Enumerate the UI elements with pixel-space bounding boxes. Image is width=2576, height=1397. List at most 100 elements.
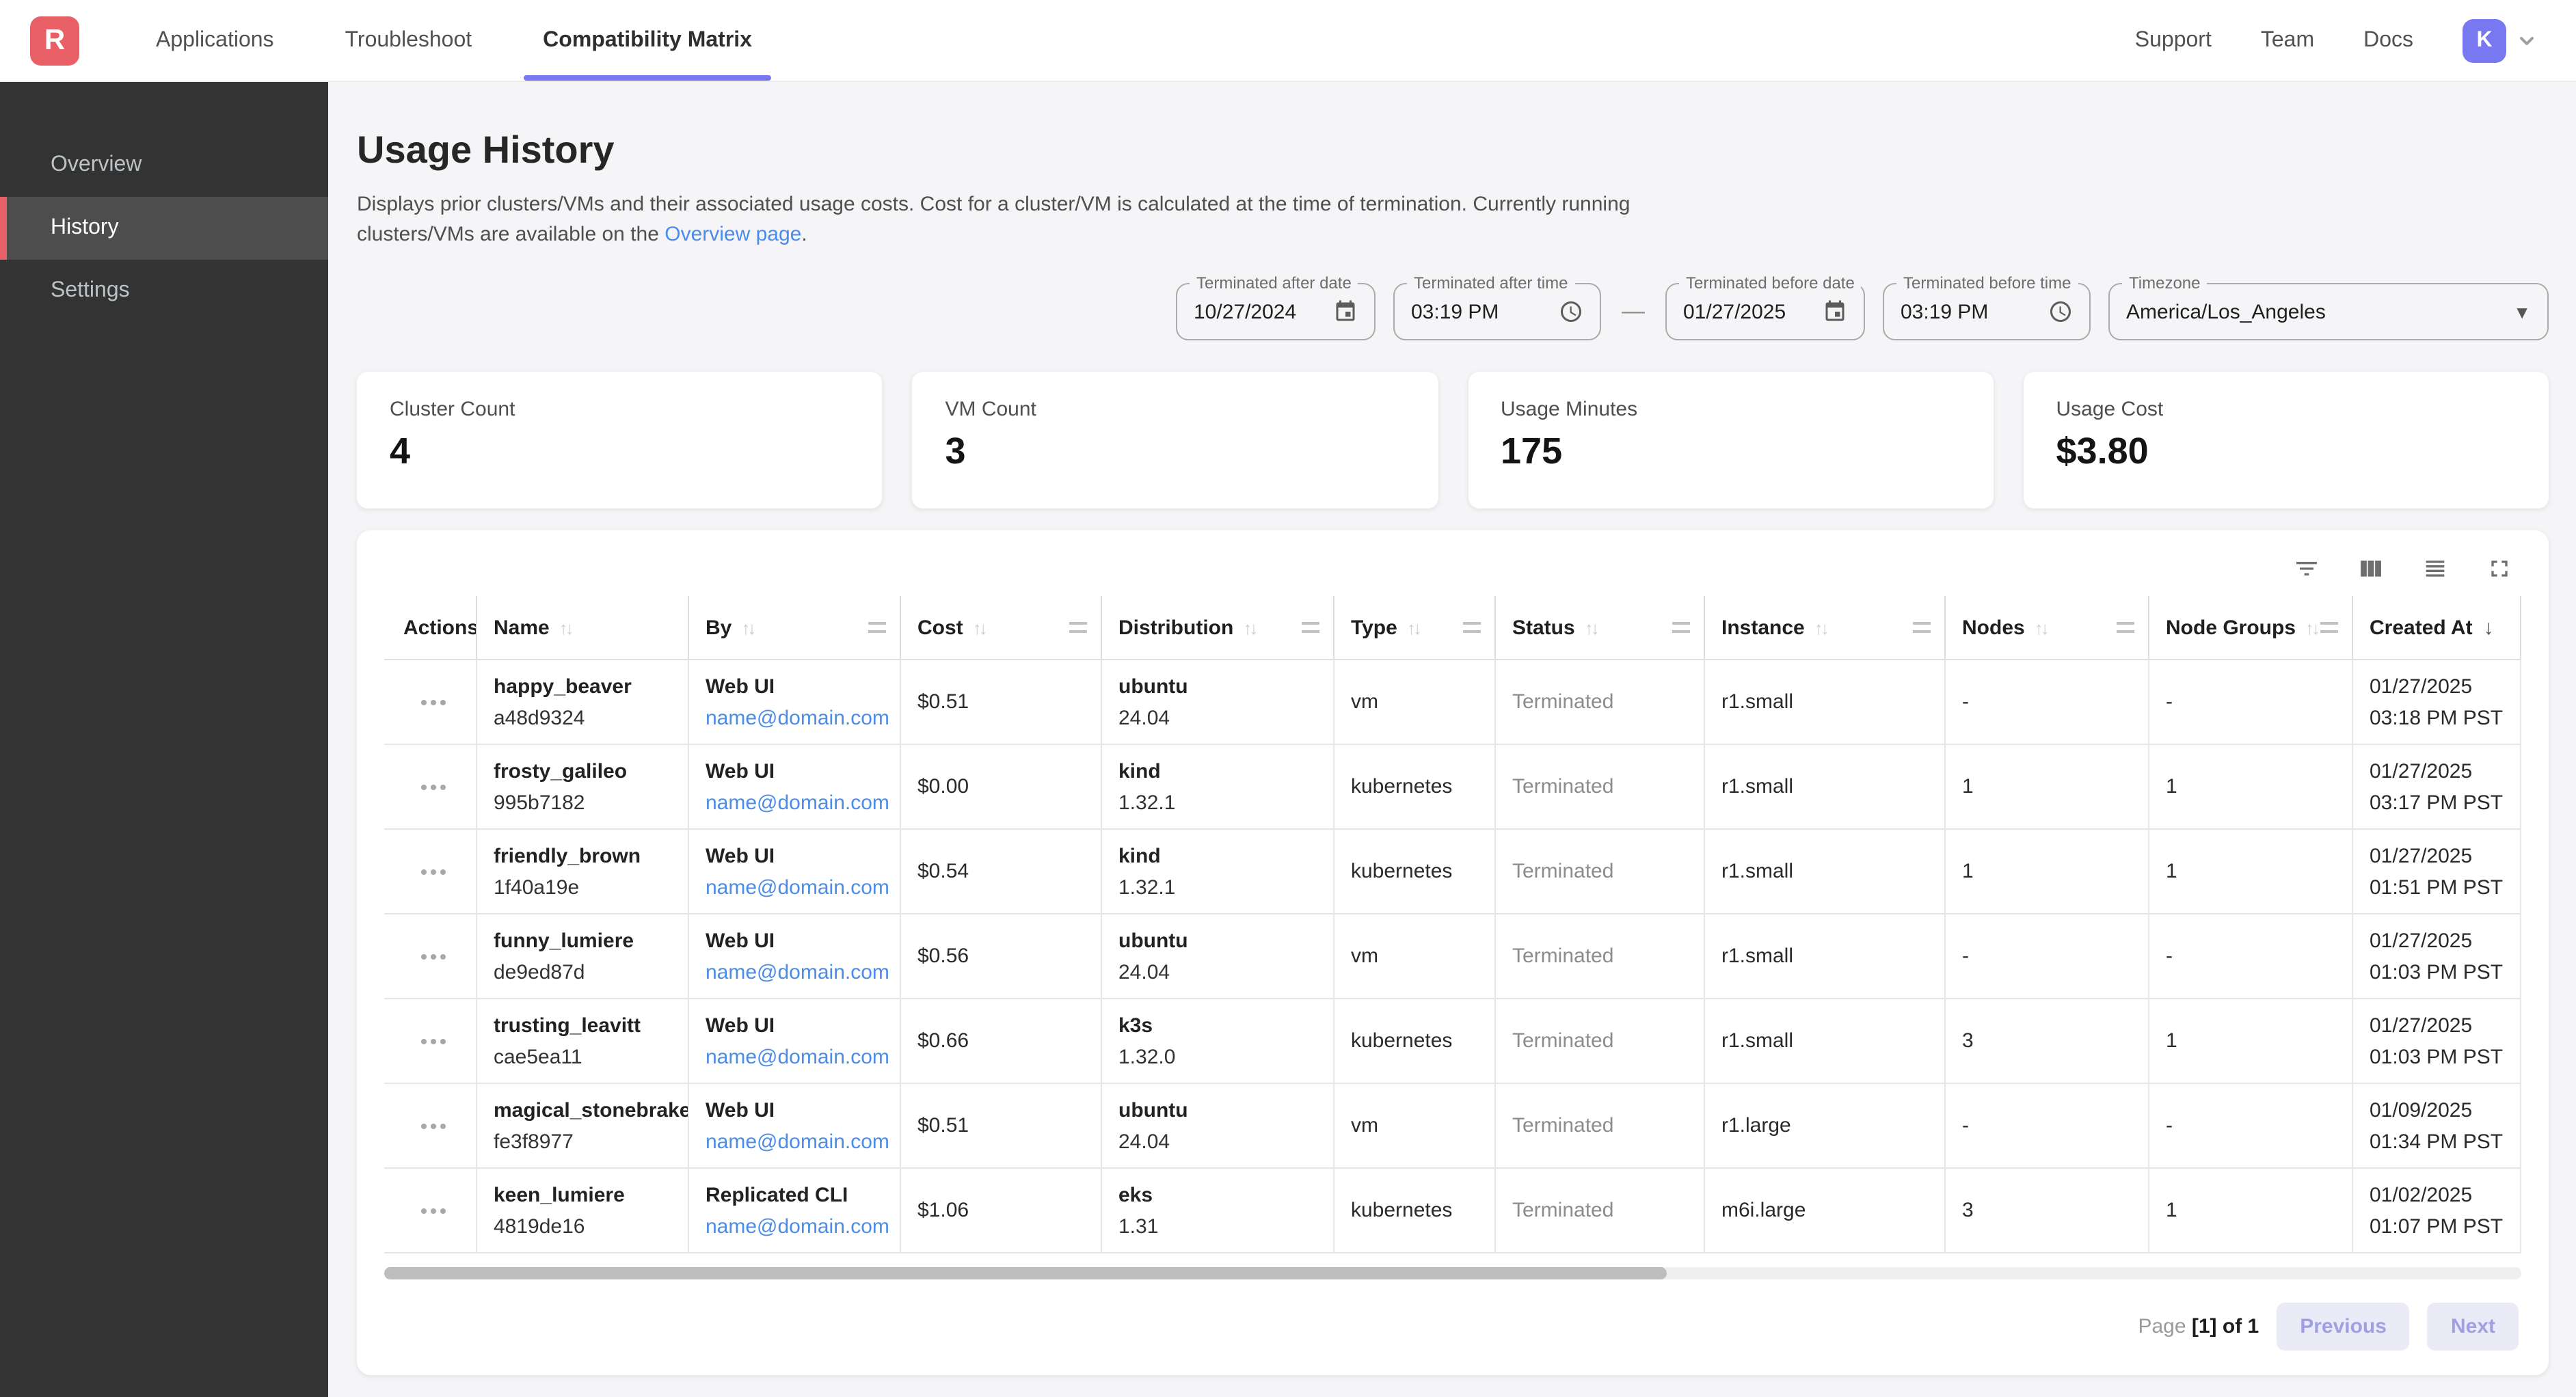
terminated-before-time-field[interactable]: Terminated before time 03:19 PM: [1883, 273, 2091, 340]
column-header-instance[interactable]: Instance ↑↓: [1705, 596, 1946, 659]
column-menu-icon[interactable]: [868, 622, 886, 633]
status-badge: Terminated: [1512, 945, 1614, 968]
sidebar-item-settings[interactable]: Settings: [51, 279, 130, 302]
sidebar-item-history[interactable]: History: [0, 197, 328, 260]
row-actions-button[interactable]: [384, 999, 477, 1083]
nav-link-team[interactable]: Team: [2260, 28, 2315, 51]
field-label: Terminated after time: [1407, 273, 1575, 293]
row-actions-button[interactable]: [384, 660, 477, 744]
row-actions-button[interactable]: [384, 1084, 477, 1167]
column-menu-icon[interactable]: [2320, 622, 2338, 633]
field-label: Terminated before date: [1679, 273, 1862, 293]
filter-icon[interactable]: [2293, 555, 2320, 582]
row-actions-button[interactable]: [384, 1169, 477, 1252]
sort-icon[interactable]: ↑↓: [559, 617, 574, 638]
column-menu-icon[interactable]: [1672, 622, 1690, 633]
created-by-email-link[interactable]: name@domain.com: [706, 1215, 889, 1238]
distribution-version: 24.04: [1118, 1130, 1170, 1153]
overview-page-link[interactable]: Overview page: [665, 223, 802, 246]
terminated-after-time-field[interactable]: Terminated after time 03:19 PM: [1393, 273, 1601, 340]
created-by-email-link[interactable]: name@domain.com: [706, 706, 889, 729]
column-label: Nodes: [1962, 616, 2025, 639]
tab-compatibility-matrix[interactable]: Compatibility Matrix: [507, 0, 788, 81]
terminated-before-date-field[interactable]: Terminated before date 01/27/2025: [1665, 273, 1865, 340]
cell-node-groups: 1: [2149, 745, 2353, 828]
created-date: 01/27/2025: [2370, 1014, 2473, 1037]
created-by-email-link[interactable]: name@domain.com: [706, 960, 889, 984]
column-header-name[interactable]: Name ↑↓: [477, 596, 689, 659]
row-actions-button[interactable]: [384, 830, 477, 913]
density-icon[interactable]: [2421, 555, 2449, 582]
terminated-after-date-field[interactable]: Terminated after date 10/27/2024: [1176, 273, 1376, 340]
column-header-status[interactable]: Status ↑↓: [1496, 596, 1705, 659]
tab-troubleshoot[interactable]: Troubleshoot: [345, 28, 472, 51]
cell-type: vm: [1334, 1084, 1496, 1167]
previous-button[interactable]: Previous: [2277, 1303, 2410, 1351]
clock-icon[interactable]: [1559, 299, 1583, 324]
row-actions-button[interactable]: [384, 914, 477, 998]
column-menu-icon[interactable]: [2117, 622, 2134, 633]
tab-applications[interactable]: Applications: [156, 28, 274, 51]
description-text: Displays prior clusters/VMs and their as…: [357, 193, 1631, 246]
column-header-by[interactable]: By ↑↓: [689, 596, 901, 659]
columns-icon[interactable]: [2357, 555, 2385, 582]
sort-icon[interactable]: ↑↓: [1584, 617, 1600, 638]
column-header-distribution[interactable]: Distribution ↑↓: [1102, 596, 1334, 659]
created-by-email-link[interactable]: name@domain.com: [706, 1130, 889, 1153]
dot-icon: [440, 699, 445, 705]
status-badge: Terminated: [1512, 690, 1614, 714]
sort-icon[interactable]: ↑↓: [1243, 617, 1258, 638]
table-row: funny_lumiere de9ed87d Web UI name@domain.…: [384, 914, 2521, 999]
table-row: keen_lumiere 4819de16 Replicated CLI name@…: [384, 1169, 2521, 1253]
column-menu-icon[interactable]: [1069, 622, 1087, 633]
calendar-icon[interactable]: [1333, 299, 1358, 324]
sort-icon[interactable]: ↑↓: [1406, 617, 1422, 638]
field-label: Terminated after date: [1190, 273, 1358, 293]
cell-name: keen_lumiere 4819de16: [477, 1169, 689, 1252]
column-label: Type: [1351, 616, 1397, 639]
created-by-email-link[interactable]: name@domain.com: [706, 791, 889, 814]
nav-link-support[interactable]: Support: [2134, 28, 2212, 51]
user-menu[interactable]: K: [2463, 18, 2538, 62]
timezone-select[interactable]: Timezone America/Los_Angeles ▼: [2108, 273, 2549, 340]
column-header-created-at[interactable]: Created At ↓: [2353, 596, 2521, 659]
created-by-email-link[interactable]: name@domain.com: [706, 1045, 889, 1068]
type-value: kubernetes: [1351, 775, 1453, 798]
column-header-nodes[interactable]: Nodes ↑↓: [1946, 596, 2149, 659]
nodes-value: -: [1962, 690, 1969, 714]
sidebar: Overview History Settings: [0, 82, 328, 1397]
created-date: 01/27/2025: [2370, 929, 2473, 952]
page-title: Usage History: [357, 128, 615, 171]
horizontal-scrollbar[interactable]: [384, 1267, 2521, 1279]
column-header-type[interactable]: Type ↑↓: [1334, 596, 1496, 659]
column-header-node-groups[interactable]: Node Groups ↑↓: [2149, 596, 2353, 659]
cell-instance: m6i.large: [1705, 1169, 1946, 1252]
calendar-icon[interactable]: [1823, 299, 1847, 324]
column-menu-icon[interactable]: [1302, 622, 1319, 633]
sort-icon[interactable]: ↑↓: [2034, 617, 2050, 638]
cell-by: Web UI name@domain.com: [689, 999, 901, 1083]
scrollbar-thumb[interactable]: [384, 1267, 1667, 1279]
created-by-source: Web UI: [706, 1014, 775, 1037]
created-time: 01:03 PM PST: [2370, 960, 2504, 984]
column-header-cost[interactable]: Cost ↑↓: [901, 596, 1102, 659]
sort-desc-icon[interactable]: ↓: [2483, 616, 2494, 639]
clock-icon[interactable]: [2048, 299, 2073, 324]
created-by-email-link[interactable]: name@domain.com: [706, 876, 889, 899]
cell-name: funny_lumiere de9ed87d: [477, 914, 689, 998]
sort-icon[interactable]: ↑↓: [2305, 617, 2320, 638]
sidebar-item-overview[interactable]: Overview: [51, 153, 142, 176]
sort-icon[interactable]: ↑↓: [972, 617, 988, 638]
avatar[interactable]: K: [2463, 18, 2506, 62]
row-actions-button[interactable]: [384, 745, 477, 828]
column-menu-icon[interactable]: [1463, 622, 1481, 633]
replicated-logo[interactable]: R: [30, 16, 79, 65]
sort-icon[interactable]: ↑↓: [741, 617, 756, 638]
cost-value: $1.06: [917, 1199, 969, 1222]
column-menu-icon[interactable]: [1913, 622, 1931, 633]
next-button[interactable]: Next: [2427, 1303, 2519, 1351]
fullscreen-icon[interactable]: [2486, 555, 2513, 582]
distribution-name: ubuntu: [1118, 675, 1188, 698]
nav-link-docs[interactable]: Docs: [2363, 28, 2413, 51]
sort-icon[interactable]: ↑↓: [1814, 617, 1829, 638]
